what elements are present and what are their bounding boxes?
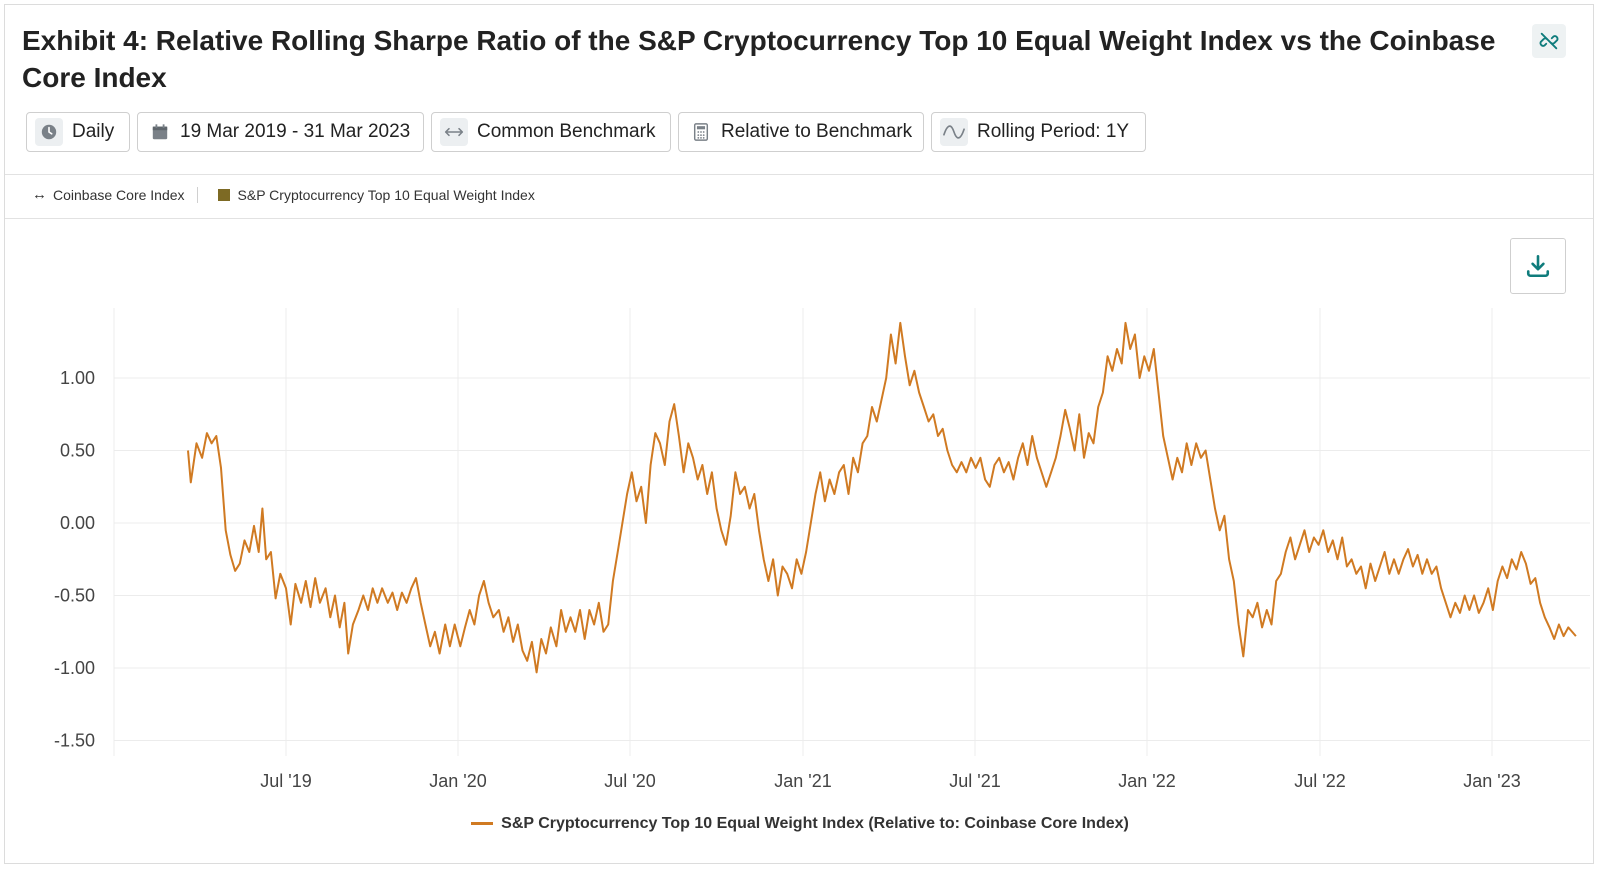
y-tick-label: 0.00 [60, 513, 95, 533]
frequency-selector[interactable]: Daily [26, 112, 130, 152]
download-icon [1526, 254, 1550, 278]
date-range-label: 19 Mar 2019 - 31 Mar 2023 [180, 121, 411, 142]
date-range-selector[interactable]: 19 Mar 2019 - 31 Mar 2023 [137, 112, 424, 152]
clock-icon [35, 118, 63, 146]
y-tick-label: -1.50 [54, 731, 95, 751]
legend-series-label: S&P Cryptocurrency Top 10 Equal Weight I… [501, 815, 1129, 832]
x-tick-label: Jan '20 [429, 771, 486, 791]
legend-index: S&P Cryptocurrency Top 10 Equal Weight I… [237, 186, 535, 203]
x-tick-label: Jul '20 [604, 771, 655, 791]
y-tick-label: -1.00 [54, 658, 95, 678]
x-tick-label: Jul '21 [949, 771, 1000, 791]
wave-icon [940, 118, 968, 146]
chart-legend[interactable]: S&P Cryptocurrency Top 10 Equal Weight I… [0, 815, 1600, 833]
y-tick-label: -0.50 [54, 586, 95, 606]
calculator-icon [687, 118, 715, 146]
legend-index-swatch [217, 188, 230, 201]
calendar-icon [146, 118, 174, 146]
x-tick-label: Jan '21 [774, 771, 831, 791]
x-tick-label: Jan '22 [1118, 771, 1175, 791]
benchmark-selector[interactable]: Common Benchmark [431, 112, 671, 152]
y-tick-label: 1.00 [60, 368, 95, 388]
calculation-label: Relative to Benchmark [721, 121, 913, 142]
series-line [187, 321, 1577, 674]
divider [5, 218, 1593, 219]
download-button[interactable] [1510, 238, 1566, 294]
y-tick-label: 0.50 [60, 441, 95, 461]
rolling-period-label: Rolling Period: 1Y [977, 121, 1130, 142]
unlink-icon [1539, 32, 1559, 50]
series-legend: ↔ Coinbase Core Index S&P Cryptocurrency… [32, 186, 535, 203]
divider [5, 174, 1593, 175]
page-title: Exhibit 4: Relative Rolling Sharpe Ratio… [22, 25, 1496, 93]
calculation-selector[interactable]: Relative to Benchmark [678, 112, 924, 152]
legend-benchmark: Coinbase Core Index [53, 186, 185, 203]
x-tick-label: Jul '19 [260, 771, 311, 791]
rolling-period-selector[interactable]: Rolling Period: 1Y [931, 112, 1146, 152]
legend-separator [196, 186, 198, 203]
x-tick-label: Jan '23 [1463, 771, 1520, 791]
benchmark-label: Common Benchmark [477, 121, 656, 142]
frequency-label: Daily [72, 121, 115, 142]
legend-line-swatch [471, 822, 494, 826]
unlink-button[interactable] [1532, 24, 1566, 58]
double-arrow-icon [440, 118, 468, 146]
double-arrow-icon: ↔ [32, 186, 47, 203]
x-tick-label: Jul '22 [1294, 771, 1345, 791]
